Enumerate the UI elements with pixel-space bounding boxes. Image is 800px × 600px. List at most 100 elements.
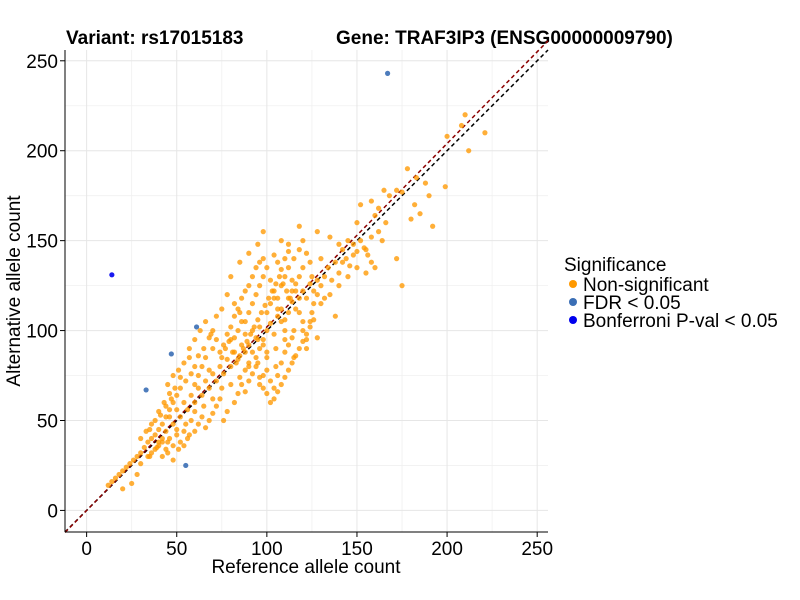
data-point	[202, 354, 209, 361]
data-point	[237, 259, 243, 265]
data-point	[257, 259, 263, 265]
fit-line	[64, 40, 549, 533]
data-point	[408, 216, 414, 222]
data-point	[246, 250, 252, 256]
data-point	[394, 256, 400, 262]
data-point	[165, 450, 171, 456]
data-point	[175, 367, 182, 373]
data-point	[183, 378, 189, 384]
data-point	[181, 360, 187, 366]
data-point	[177, 385, 183, 391]
data-point	[311, 300, 317, 307]
data-point	[278, 306, 284, 312]
data-point	[188, 392, 194, 398]
data-point	[285, 241, 292, 247]
data-point	[206, 385, 212, 391]
data-point	[123, 464, 129, 470]
x-tick-label: 50	[166, 539, 187, 560]
data-point	[332, 313, 338, 319]
data-point	[260, 274, 266, 280]
data-point	[195, 353, 201, 359]
data-point	[266, 295, 272, 301]
data-point	[226, 338, 232, 344]
data-point	[399, 189, 405, 195]
data-point	[278, 318, 284, 325]
data-point	[208, 331, 214, 337]
data-point	[109, 272, 115, 278]
data-point	[237, 353, 243, 359]
data-point	[264, 367, 270, 373]
x-tick-label: 150	[341, 539, 373, 560]
data-point	[174, 392, 180, 398]
data-point	[145, 439, 151, 445]
data-point	[300, 238, 306, 244]
data-point	[219, 306, 225, 312]
data-point	[422, 180, 429, 186]
data-point	[285, 367, 292, 373]
data-point	[156, 426, 162, 433]
data-point	[381, 187, 387, 193]
chart-title-gene: Gene: TRAF3IP3 (ENSG00000009790)	[336, 28, 673, 49]
data-point	[327, 291, 333, 298]
data-point	[383, 220, 389, 226]
data-point	[242, 318, 248, 325]
reference-lines	[64, 40, 549, 533]
data-point	[242, 389, 248, 395]
data-point	[273, 345, 279, 352]
data-point	[152, 417, 158, 424]
data-point	[105, 482, 111, 488]
y-tick-label: 250	[26, 52, 58, 73]
data-point	[192, 363, 198, 370]
data-point	[309, 309, 315, 316]
data-point	[273, 281, 279, 287]
data-point	[311, 288, 317, 294]
data-point	[300, 265, 306, 271]
data-point	[267, 320, 274, 326]
data-point	[282, 327, 288, 334]
data-point	[426, 193, 432, 199]
data-point	[184, 407, 191, 413]
data-point	[271, 331, 277, 337]
data-point	[156, 439, 162, 445]
data-point	[201, 345, 207, 352]
data-point	[141, 444, 147, 451]
data-point	[289, 335, 295, 341]
data-point	[228, 324, 234, 330]
data-point	[325, 265, 331, 271]
data-point	[148, 435, 155, 442]
data-point	[192, 336, 198, 343]
data-point	[148, 450, 155, 456]
legend-swatch	[569, 298, 577, 306]
data-point	[210, 371, 216, 377]
data-point	[239, 381, 245, 388]
data-point	[291, 256, 297, 262]
legend-title: Significance	[564, 255, 666, 276]
data-point	[354, 220, 360, 226]
data-point	[303, 331, 310, 337]
data-point	[170, 372, 176, 379]
data-point	[183, 462, 189, 469]
data-points	[105, 70, 488, 492]
data-point	[255, 317, 261, 323]
data-point	[260, 385, 266, 391]
data-point	[271, 252, 277, 258]
data-point	[285, 309, 292, 316]
data-point	[217, 349, 223, 355]
data-point	[138, 461, 144, 467]
data-point	[246, 378, 252, 384]
data-point	[257, 283, 263, 289]
x-tick-label: 250	[521, 539, 553, 560]
data-point	[213, 313, 219, 319]
data-point	[264, 309, 270, 316]
data-point	[166, 407, 173, 413]
data-point	[278, 266, 284, 273]
data-point	[159, 439, 165, 445]
data-point	[267, 277, 274, 283]
data-point	[233, 360, 239, 366]
legend-label: Bonferroni P-val < 0.05	[583, 311, 778, 332]
data-point	[219, 354, 225, 361]
data-point	[192, 408, 198, 415]
data-point	[202, 318, 209, 325]
data-point	[271, 396, 277, 402]
